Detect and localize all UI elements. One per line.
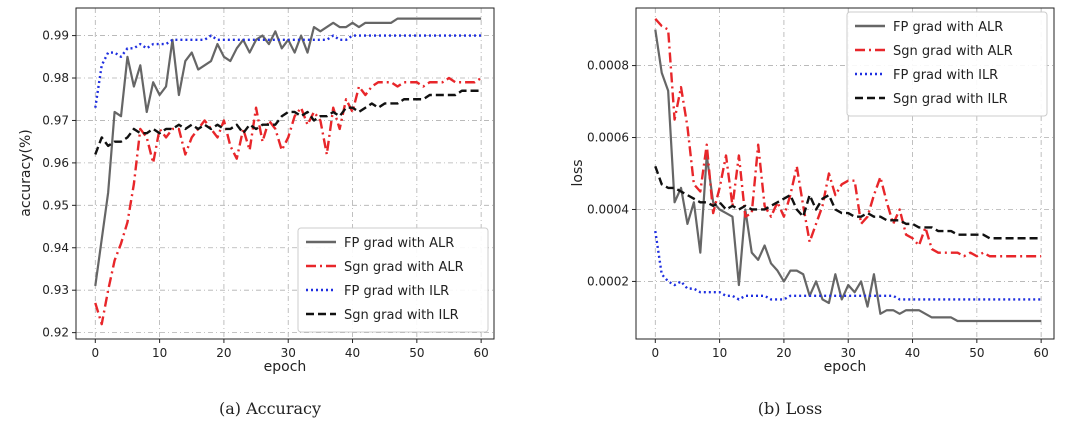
- x-axis-label: epoch: [264, 359, 307, 375]
- y-tick-label: 0.0006: [587, 131, 629, 145]
- x-tick-label: 10: [152, 346, 167, 360]
- x-tick-label: 10: [712, 346, 727, 360]
- y-tick-label: 0.0004: [587, 202, 629, 216]
- x-tick-label: 0: [91, 346, 99, 360]
- series-line-sgn-grad-with-ilr: [654, 165, 1042, 240]
- x-tick-label: 30: [281, 346, 296, 360]
- legend-label: FP grad with ILR: [893, 68, 998, 83]
- legend-label: FP grad with ILR: [344, 284, 449, 299]
- y-tick-label: 0.97: [42, 113, 69, 127]
- caption-a: (a) Accuracy: [219, 399, 321, 418]
- y-tick-label: 0.92: [42, 326, 69, 340]
- series-line-fp-grad-with-ilr: [94, 34, 482, 108]
- y-axis-label: loss: [570, 159, 586, 186]
- legend-label: Sgn grad with ILR: [344, 308, 459, 323]
- y-tick-label: 0.98: [42, 71, 69, 85]
- x-tick-label: 40: [345, 346, 360, 360]
- x-tick-label: 60: [473, 346, 488, 360]
- series-line-sgn-grad-with-alr: [654, 17, 1042, 258]
- legend-label: FP grad with ALR: [344, 236, 454, 251]
- legend-label: Sgn grad with ALR: [344, 260, 464, 275]
- legend-label: FP grad with ALR: [893, 20, 1003, 35]
- x-tick-label: 50: [409, 346, 424, 360]
- x-tick-label: 40: [905, 346, 920, 360]
- panel-loss: 0 10 20 30 40 50 60 0.0002 0.0004 0.0006 0.0008 ep…: [570, 7, 1055, 418]
- y-tick-label: 0.94: [42, 241, 69, 255]
- y-tick-label: 0.0002: [587, 274, 629, 288]
- x-axis-label: epoch: [824, 359, 867, 375]
- legend-label: Sgn grad with ALR: [893, 44, 1013, 59]
- series-line-fp-grad-with-ilr: [654, 230, 1042, 301]
- legend-box: [846, 11, 1048, 117]
- x-tick-label: 50: [969, 346, 984, 360]
- y-tick-label: 0.96: [42, 156, 69, 170]
- x-tick-label: 0: [651, 346, 659, 360]
- y-tick-label: 0.0008: [587, 59, 629, 73]
- y-tick-label: 0.99: [42, 29, 69, 43]
- x-tick-label: 20: [216, 346, 231, 360]
- x-tick-label: 30: [841, 346, 856, 360]
- x-tick-label: 20: [776, 346, 791, 360]
- y-axis-label: accuracy(%): [18, 129, 34, 216]
- y-tick-label: 0.93: [42, 283, 69, 297]
- series-line-sgn-grad-with-alr: [94, 76, 482, 326]
- y-tick-label: 0.95: [42, 198, 69, 212]
- caption-b: (b) Loss: [758, 399, 823, 418]
- legend-box: [297, 227, 489, 333]
- legend-label: Sgn grad with ILR: [893, 92, 1008, 107]
- x-tick-label: 60: [1033, 346, 1048, 360]
- series-line-fp-grad-with-alr: [654, 29, 1042, 323]
- series-line-sgn-grad-with-ilr: [94, 89, 482, 155]
- panel-accuracy: 0 10 20 30 40 50 60 0.92 0.93 0.94 0.95 0.96 0.97 0.9…: [18, 7, 495, 418]
